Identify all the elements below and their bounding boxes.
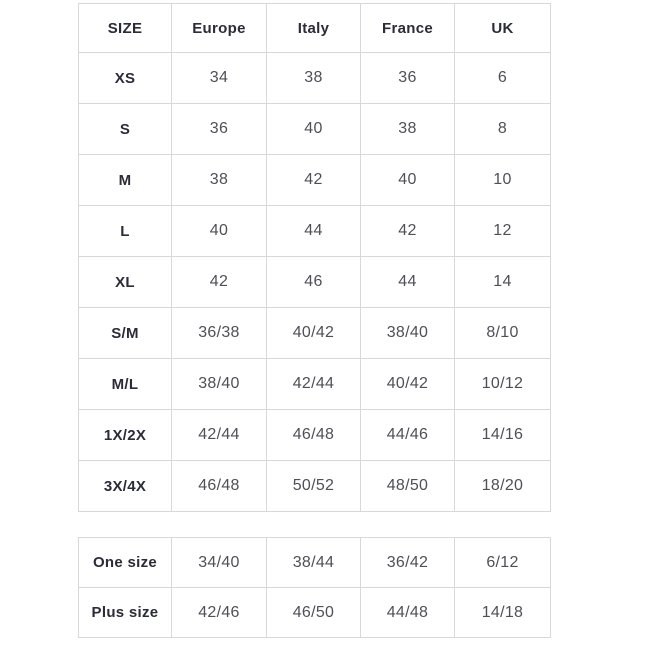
size-value-cell: 8 (454, 103, 551, 155)
size-conversion-table: SIZE Europe Italy France UK XS 34 38 36 6 S 36… (78, 3, 551, 512)
size-value-cell: 14/18 (454, 587, 551, 638)
size-label: XS (78, 52, 172, 104)
size-value-cell: 10/12 (454, 358, 551, 410)
size-value-cell: 38/44 (266, 537, 361, 588)
size-value-cell: 14 (454, 256, 551, 308)
size-value-cell: 38/40 (360, 307, 455, 359)
size-value-cell: 14/16 (454, 409, 551, 461)
size-value-cell: 42 (171, 256, 267, 308)
size-label: 1X/2X (78, 409, 172, 461)
size-label: One size (78, 537, 172, 588)
size-value-cell: 40/42 (266, 307, 361, 359)
table-row: XS 34 38 36 6 (78, 52, 551, 104)
size-value-cell: 40/42 (360, 358, 455, 410)
size-value-cell: 36/42 (360, 537, 455, 588)
table-row: 1X/2X 42/44 46/48 44/46 14/16 (78, 409, 551, 461)
special-sizes-table: One size 34/40 38/44 36/42 6/12 Plus size 42/4… (78, 537, 551, 638)
size-value-cell: 36 (360, 52, 455, 104)
size-value-cell: 10 (454, 154, 551, 206)
table-row: One size 34/40 38/44 36/42 6/12 (78, 537, 551, 588)
size-value-cell: 38 (171, 154, 267, 206)
size-value-cell: 46/48 (171, 460, 267, 512)
size-value-cell: 46/48 (266, 409, 361, 461)
size-value-cell: 42/44 (266, 358, 361, 410)
size-value-cell: 48/50 (360, 460, 455, 512)
size-value-cell: 34/40 (171, 537, 267, 588)
size-label: S (78, 103, 172, 155)
size-label: M (78, 154, 172, 206)
column-header-europe: Europe (171, 3, 267, 53)
size-value-cell: 46/50 (266, 587, 361, 638)
size-value-cell: 8/10 (454, 307, 551, 359)
size-value-cell: 38 (266, 52, 361, 104)
size-value-cell: 38 (360, 103, 455, 155)
size-value-cell: 34 (171, 52, 267, 104)
size-value-cell: 44 (360, 256, 455, 308)
size-value-cell: 36 (171, 103, 267, 155)
table-row: L 40 44 42 12 (78, 205, 551, 257)
table-row: M/L 38/40 42/44 40/42 10/12 (78, 358, 551, 410)
table-row: S 36 40 38 8 (78, 103, 551, 155)
size-value-cell: 36/38 (171, 307, 267, 359)
size-label: XL (78, 256, 172, 308)
size-label: Plus size (78, 587, 172, 638)
size-value-cell: 44/48 (360, 587, 455, 638)
size-value-cell: 46 (266, 256, 361, 308)
size-value-cell: 40 (171, 205, 267, 257)
size-value-cell: 12 (454, 205, 551, 257)
size-label: 3X/4X (78, 460, 172, 512)
table-row: S/M 36/38 40/42 38/40 8/10 (78, 307, 551, 359)
size-value-cell: 18/20 (454, 460, 551, 512)
size-value-cell: 42 (266, 154, 361, 206)
size-label: S/M (78, 307, 172, 359)
size-value-cell: 50/52 (266, 460, 361, 512)
size-value-cell: 6 (454, 52, 551, 104)
size-value-cell: 40 (360, 154, 455, 206)
header-row: SIZE Europe Italy France UK (78, 3, 551, 53)
column-header-italy: Italy (266, 3, 361, 53)
column-header-size: SIZE (78, 3, 172, 53)
size-value-cell: 6/12 (454, 537, 551, 588)
size-value-cell: 42/44 (171, 409, 267, 461)
size-label: M/L (78, 358, 172, 410)
table-row: M 38 42 40 10 (78, 154, 551, 206)
column-header-france: France (360, 3, 455, 53)
size-value-cell: 44 (266, 205, 361, 257)
size-value-cell: 42 (360, 205, 455, 257)
size-value-cell: 40 (266, 103, 361, 155)
column-header-uk: UK (454, 3, 551, 53)
size-value-cell: 44/46 (360, 409, 455, 461)
table-row: XL 42 46 44 14 (78, 256, 551, 308)
size-value-cell: 42/46 (171, 587, 267, 638)
table-row: 3X/4X 46/48 50/52 48/50 18/20 (78, 460, 551, 512)
size-value-cell: 38/40 (171, 358, 267, 410)
table-row: Plus size 42/46 46/50 44/48 14/18 (78, 587, 551, 638)
size-label: L (78, 205, 172, 257)
